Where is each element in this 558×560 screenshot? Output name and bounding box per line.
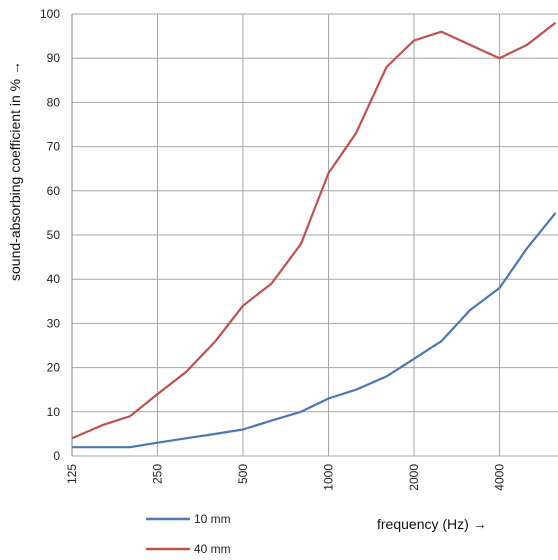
y-tick-label: 40 bbox=[47, 272, 61, 286]
x-tick-label: 500 bbox=[236, 464, 250, 484]
x-tick-label: 125 bbox=[65, 464, 79, 484]
tick-labels: 0 10 20 30 40 50 60 70 80 90 100 125 250 500 1000 2000 4… bbox=[40, 7, 507, 491]
legend-label: 40 mm bbox=[194, 542, 231, 556]
grid bbox=[71, 13, 558, 457]
x-tick-label: 2000 bbox=[407, 464, 421, 491]
y-tick-label: 70 bbox=[47, 140, 61, 154]
x-axis-title: frequency (Hz) → bbox=[377, 516, 487, 532]
series-line bbox=[72, 212, 557, 449]
legend: 10 mm 40 mm bbox=[146, 512, 231, 556]
x-tick-label: 1000 bbox=[322, 464, 336, 491]
y-tick-label: 90 bbox=[47, 51, 61, 65]
y-tick-label: 100 bbox=[40, 7, 60, 21]
y-tick-label: 60 bbox=[47, 184, 61, 198]
x-tick-label: 250 bbox=[151, 464, 165, 484]
y-tick-label: 80 bbox=[47, 95, 61, 109]
y-tick-label: 30 bbox=[47, 316, 61, 330]
x-tick-label: 4000 bbox=[493, 464, 507, 491]
y-tick-label: 50 bbox=[47, 228, 61, 242]
y-tick-label: 10 bbox=[47, 405, 61, 419]
series-line bbox=[72, 21, 557, 440]
y-tick-label: 0 bbox=[53, 449, 60, 463]
legend-label: 10 mm bbox=[194, 512, 231, 526]
y-axis-title: sound-absorbing coefficient in % → bbox=[7, 61, 23, 281]
series-lines bbox=[72, 21, 557, 449]
y-tick-label: 20 bbox=[47, 361, 61, 375]
